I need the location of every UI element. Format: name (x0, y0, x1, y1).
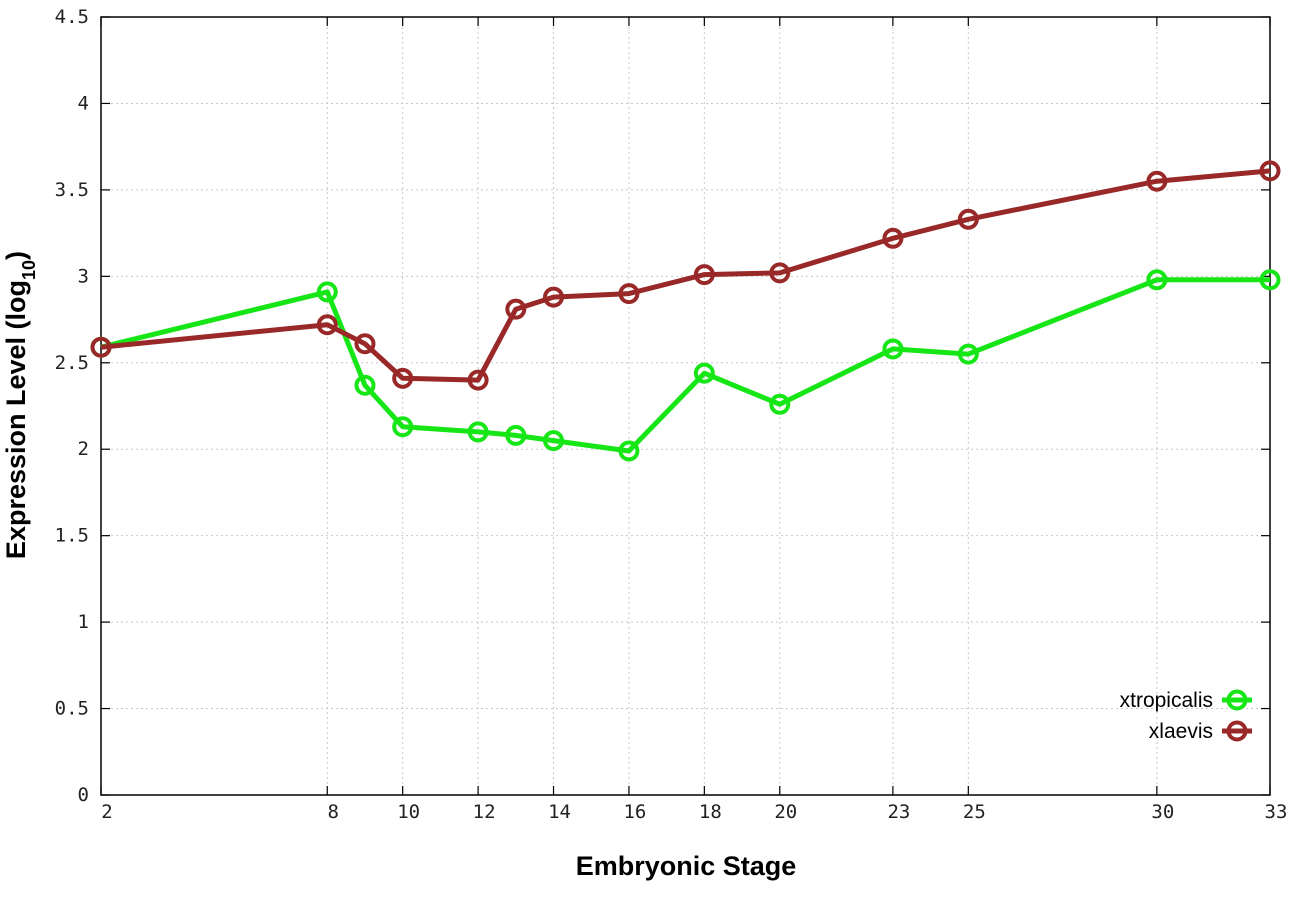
data-point-xlaevis (543, 286, 565, 308)
legend-label: xtropicalis (1120, 689, 1213, 712)
data-point-xtropicalis (505, 424, 527, 446)
data-point-xtropicalis (354, 374, 376, 396)
legend: xtropicalis xlaevis (1120, 689, 1252, 743)
y-tick-label: 2 (78, 438, 89, 460)
y-axis-title-main: Expression Level (log (1, 280, 31, 559)
data-point-xlaevis (467, 369, 489, 391)
plot-frame (100, 16, 1271, 796)
data-point-xlaevis (354, 333, 376, 355)
legend-item-xlaevis: xlaevis (1149, 720, 1252, 743)
y-tick-label: 0 (78, 784, 89, 806)
data-point-xtropicalis (543, 430, 565, 452)
x-tick-label: 12 (473, 801, 496, 823)
data-point-xlaevis (90, 336, 112, 358)
axis-ticks: 0 0.5 1 1.5 2 2.5 3 3.5 4 4.5 2 8 10 12 14 16 18 20 23 25 30… (55, 6, 1288, 823)
series-line-xlaevis (100, 168, 1271, 383)
data-point-xlaevis (392, 367, 414, 389)
y-axis-title: Expression Level (log10) (1, 251, 39, 559)
legend-marker-sample (1226, 720, 1248, 742)
x-tick-label: 10 (397, 801, 420, 823)
data-point-xtropicalis (1146, 269, 1168, 291)
x-tick-label: 33 (1265, 801, 1288, 823)
series-xtropicalis (90, 269, 1281, 462)
data-point-xtropicalis (882, 338, 904, 360)
series-line-xtropicalis (100, 277, 1270, 454)
legend-label: xlaevis (1149, 720, 1213, 743)
y-axis-title-end: ) (1, 251, 31, 260)
data-point-xlaevis (505, 298, 527, 320)
grid-lines (101, 17, 1270, 795)
x-tick-label: 25 (963, 801, 986, 823)
y-tick-label: 3.5 (55, 179, 89, 201)
data-point-xtropicalis (957, 343, 979, 365)
x-tick-label: 8 (328, 801, 339, 823)
y-axis-title-subscript: 10 (19, 260, 39, 280)
x-tick-label: 30 (1151, 801, 1174, 823)
y-tick-label: 3 (78, 265, 89, 287)
data-point-xlaevis (693, 264, 715, 286)
x-axis-title: Embryonic Stage (576, 851, 797, 881)
x-tick-label: 20 (774, 801, 797, 823)
data-point-xlaevis (1259, 160, 1281, 182)
data-point-xtropicalis (693, 362, 715, 384)
data-point-xtropicalis (769, 393, 791, 415)
data-point-xlaevis (957, 208, 979, 230)
data-point-xlaevis (1146, 170, 1168, 192)
data-point-xtropicalis (618, 440, 640, 462)
y-tick-label: 4 (78, 92, 89, 114)
data-point-xtropicalis (467, 421, 489, 443)
data-point-xlaevis (882, 227, 904, 249)
y-tick-label: 1 (78, 611, 89, 633)
data-point-xtropicalis (392, 416, 414, 438)
x-tick-label: 23 (887, 801, 910, 823)
series-xlaevis (90, 160, 1281, 391)
x-tick-label: 2 (101, 801, 112, 823)
x-tick-label: 14 (548, 801, 571, 823)
data-point-xtropicalis (316, 281, 338, 303)
data-point-xtropicalis (1259, 269, 1281, 291)
y-tick-label: 4.5 (55, 6, 89, 28)
data-point-xlaevis (618, 283, 640, 305)
series-lines (90, 160, 1281, 462)
x-tick-label: 16 (623, 801, 646, 823)
y-tick-label: 2.5 (55, 352, 89, 374)
legend-item-xtropicalis: xtropicalis (1120, 689, 1252, 712)
data-point-xlaevis (769, 262, 791, 284)
x-tick-label: 18 (699, 801, 722, 823)
y-tick-label: 0.5 (55, 698, 89, 720)
data-point-xlaevis (316, 314, 338, 336)
legend-marker-sample (1226, 689, 1248, 711)
y-tick-label: 1.5 (55, 525, 89, 547)
